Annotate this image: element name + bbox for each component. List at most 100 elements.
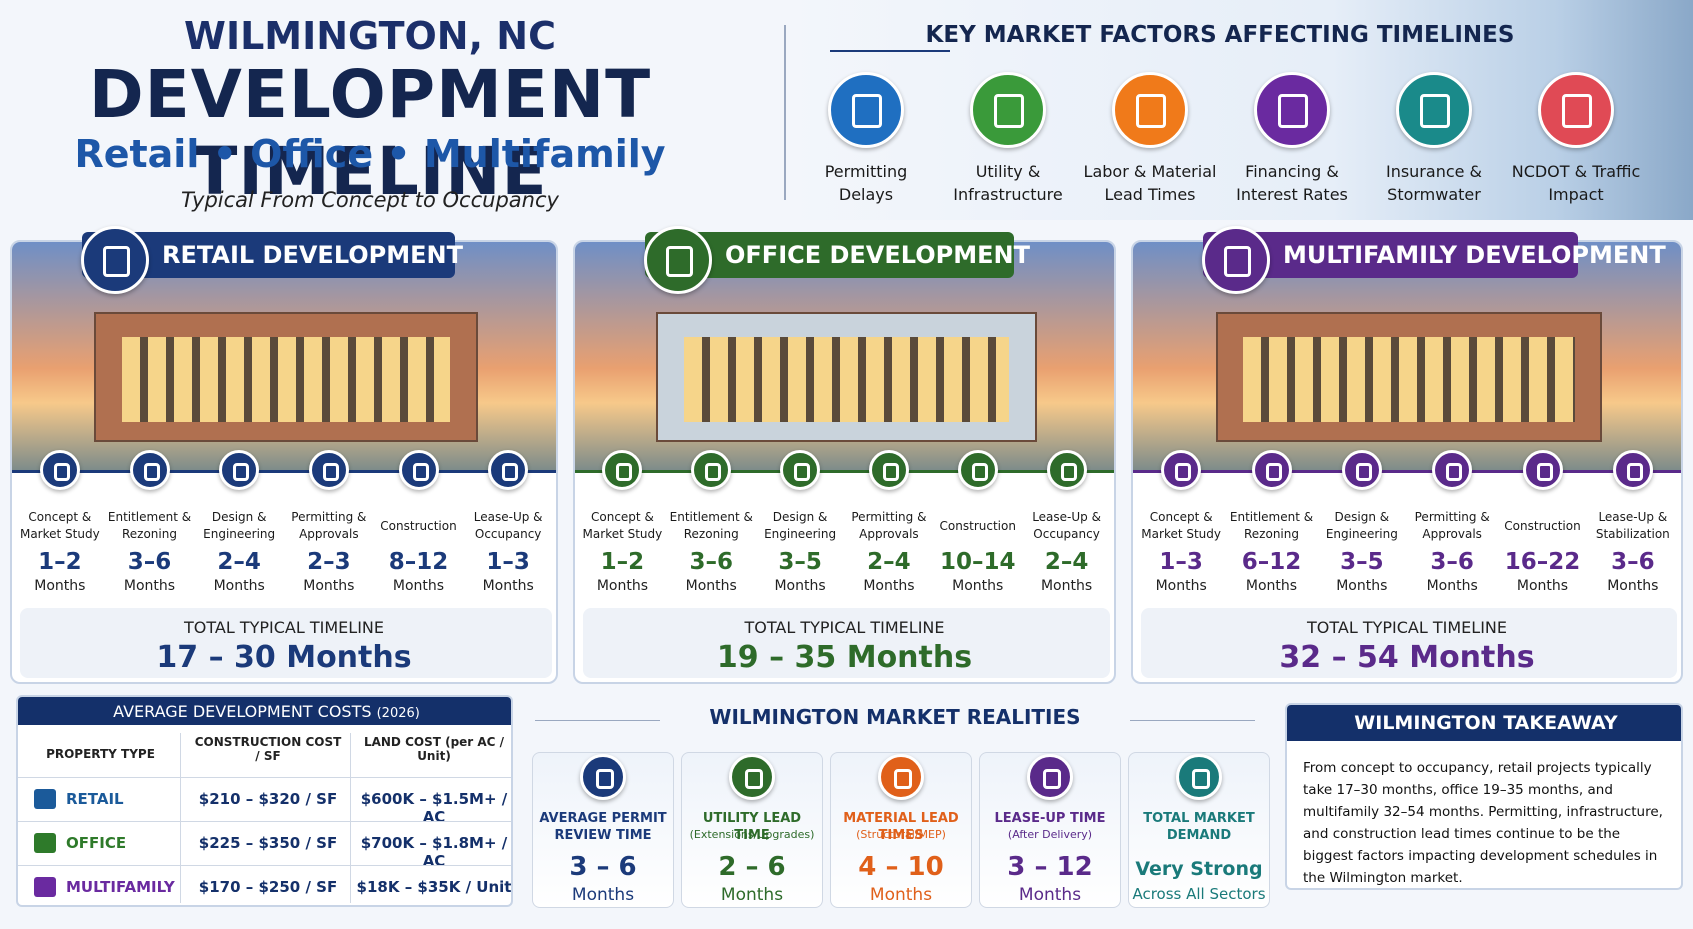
reality-sublabel: (After Delivery) [1007,828,1093,841]
icon [957,450,998,490]
phase-unit: Months [1426,578,1478,594]
icon [1396,72,1472,148]
icon-glyph [1135,94,1167,129]
reality-label: TOTAL MARKET DEMAND [1143,811,1255,843]
total-box [1141,608,1677,678]
phase-duration: 1–3 [486,549,530,575]
factor-label: Labor & Material Lead Times [1083,162,1217,204]
icon [828,72,904,148]
icon [780,450,821,490]
phase-unit: Months [952,578,1004,594]
reality-value: Very Strong [1135,858,1263,880]
phase-name: Concept & Market Study [1141,510,1222,541]
phase-name: Permitting & Approvals [291,510,367,541]
sector-title: RETAIL DEVELOPMENT [162,241,463,269]
icon [644,226,712,294]
sector-card [573,240,1116,684]
icon-glyph [705,463,722,481]
reality-unit: Months [720,885,784,905]
icon-glyph [1536,463,1553,481]
row-rule [18,821,511,822]
timeline-line [12,470,556,473]
phase-duration: 1–2 [600,549,645,575]
type-icon [34,833,56,853]
phase-unit: Months [34,578,86,594]
icon-glyph [993,94,1025,129]
icon-glyph [102,246,130,277]
icon-glyph [1175,463,1192,481]
cost-type: OFFICE [66,834,127,852]
icon-glyph [744,768,764,790]
phase-unit: Months [123,578,176,594]
reality-value: 3 – 6 [569,852,637,882]
sector-title: MULTIFAMILY DEVELOPMENT [1283,241,1666,269]
icon [81,226,149,294]
icon [602,450,643,490]
cost-construction: $225 – $350 / SF [198,834,338,852]
phase-name: Design & Engineering [1325,510,1398,541]
phase-name: Entitlement & Rezoning [1229,510,1314,541]
phase-duration: 2–4 [217,549,261,575]
phase-unit: Months [1607,578,1659,594]
phase-unit: Months [482,578,534,594]
icon-glyph [322,463,339,481]
icon-glyph [595,768,615,790]
factor-label: NCDOT & Traffic Impact [1511,162,1641,204]
building-windows [683,337,1010,422]
factors-rule [830,50,950,52]
phase-unit: Months [774,578,826,594]
reality-value: 3 – 12 [1007,852,1093,882]
phase-duration: 2–4 [867,549,911,575]
icon-glyph [1626,463,1643,481]
icon [308,450,349,490]
phase-duration: 6–12 [1241,549,1302,575]
phase-unit: Months [1155,578,1207,594]
tagline: Typical From Concept to Occupancy [181,188,559,212]
building-windows [121,337,451,422]
phase-unit: Months [1516,578,1569,594]
timeline-line [575,470,1114,473]
icon [219,450,260,490]
cost-type: MULTIFAMILY [66,878,175,896]
total-box [583,608,1110,678]
phase-name: Entitlement & Rezoning [107,510,192,541]
phase-duration: 16–22 [1504,549,1581,575]
total-label: TOTAL TYPICAL TIMELINE [184,618,384,637]
type-icon [34,877,56,897]
total-value: 32 – 54 Months [1279,640,1535,675]
costs-col-header: LAND COST (per AC / Unit) [363,735,505,763]
phase-name: Concept & Market Study [19,510,100,541]
phase-duration: 10–14 [939,549,1016,575]
icon [1027,754,1073,800]
icon-glyph [1060,463,1077,481]
sector-title: OFFICE DEVELOPMENT [725,241,1030,269]
icon-glyph [665,246,693,277]
icon [1341,450,1382,490]
phase-name: Design & Engineering [203,510,276,541]
icon-glyph [233,463,250,481]
phase-unit: Months [1245,578,1298,594]
icon [398,450,439,490]
city: WILMINGTON, NC [184,14,556,58]
icon [878,754,924,800]
phase-name: Permitting & Approvals [851,510,927,541]
phase-unit: Months [1040,578,1093,594]
phase-name: Lease-Up & Occupancy [1032,510,1101,541]
phase-duration: 2–4 [1044,549,1089,575]
total-value: 19 – 35 Months [716,640,973,675]
icon [1432,450,1473,490]
phase-unit: Months [213,578,265,594]
phase-unit: Months [685,578,737,594]
icon-glyph [1446,463,1463,481]
icon [729,754,775,800]
phase-duration: 8–12 [388,549,449,575]
icon-glyph [616,463,633,481]
icon [488,450,529,490]
takeaway-text: From concept to occupancy, retail projec… [1303,760,1663,886]
phase-name: Construction [939,518,1016,533]
factor-label: Utility & Infrastructure [953,162,1063,204]
phase-name: Design & Engineering [764,510,837,541]
timeline-line [1133,470,1681,473]
